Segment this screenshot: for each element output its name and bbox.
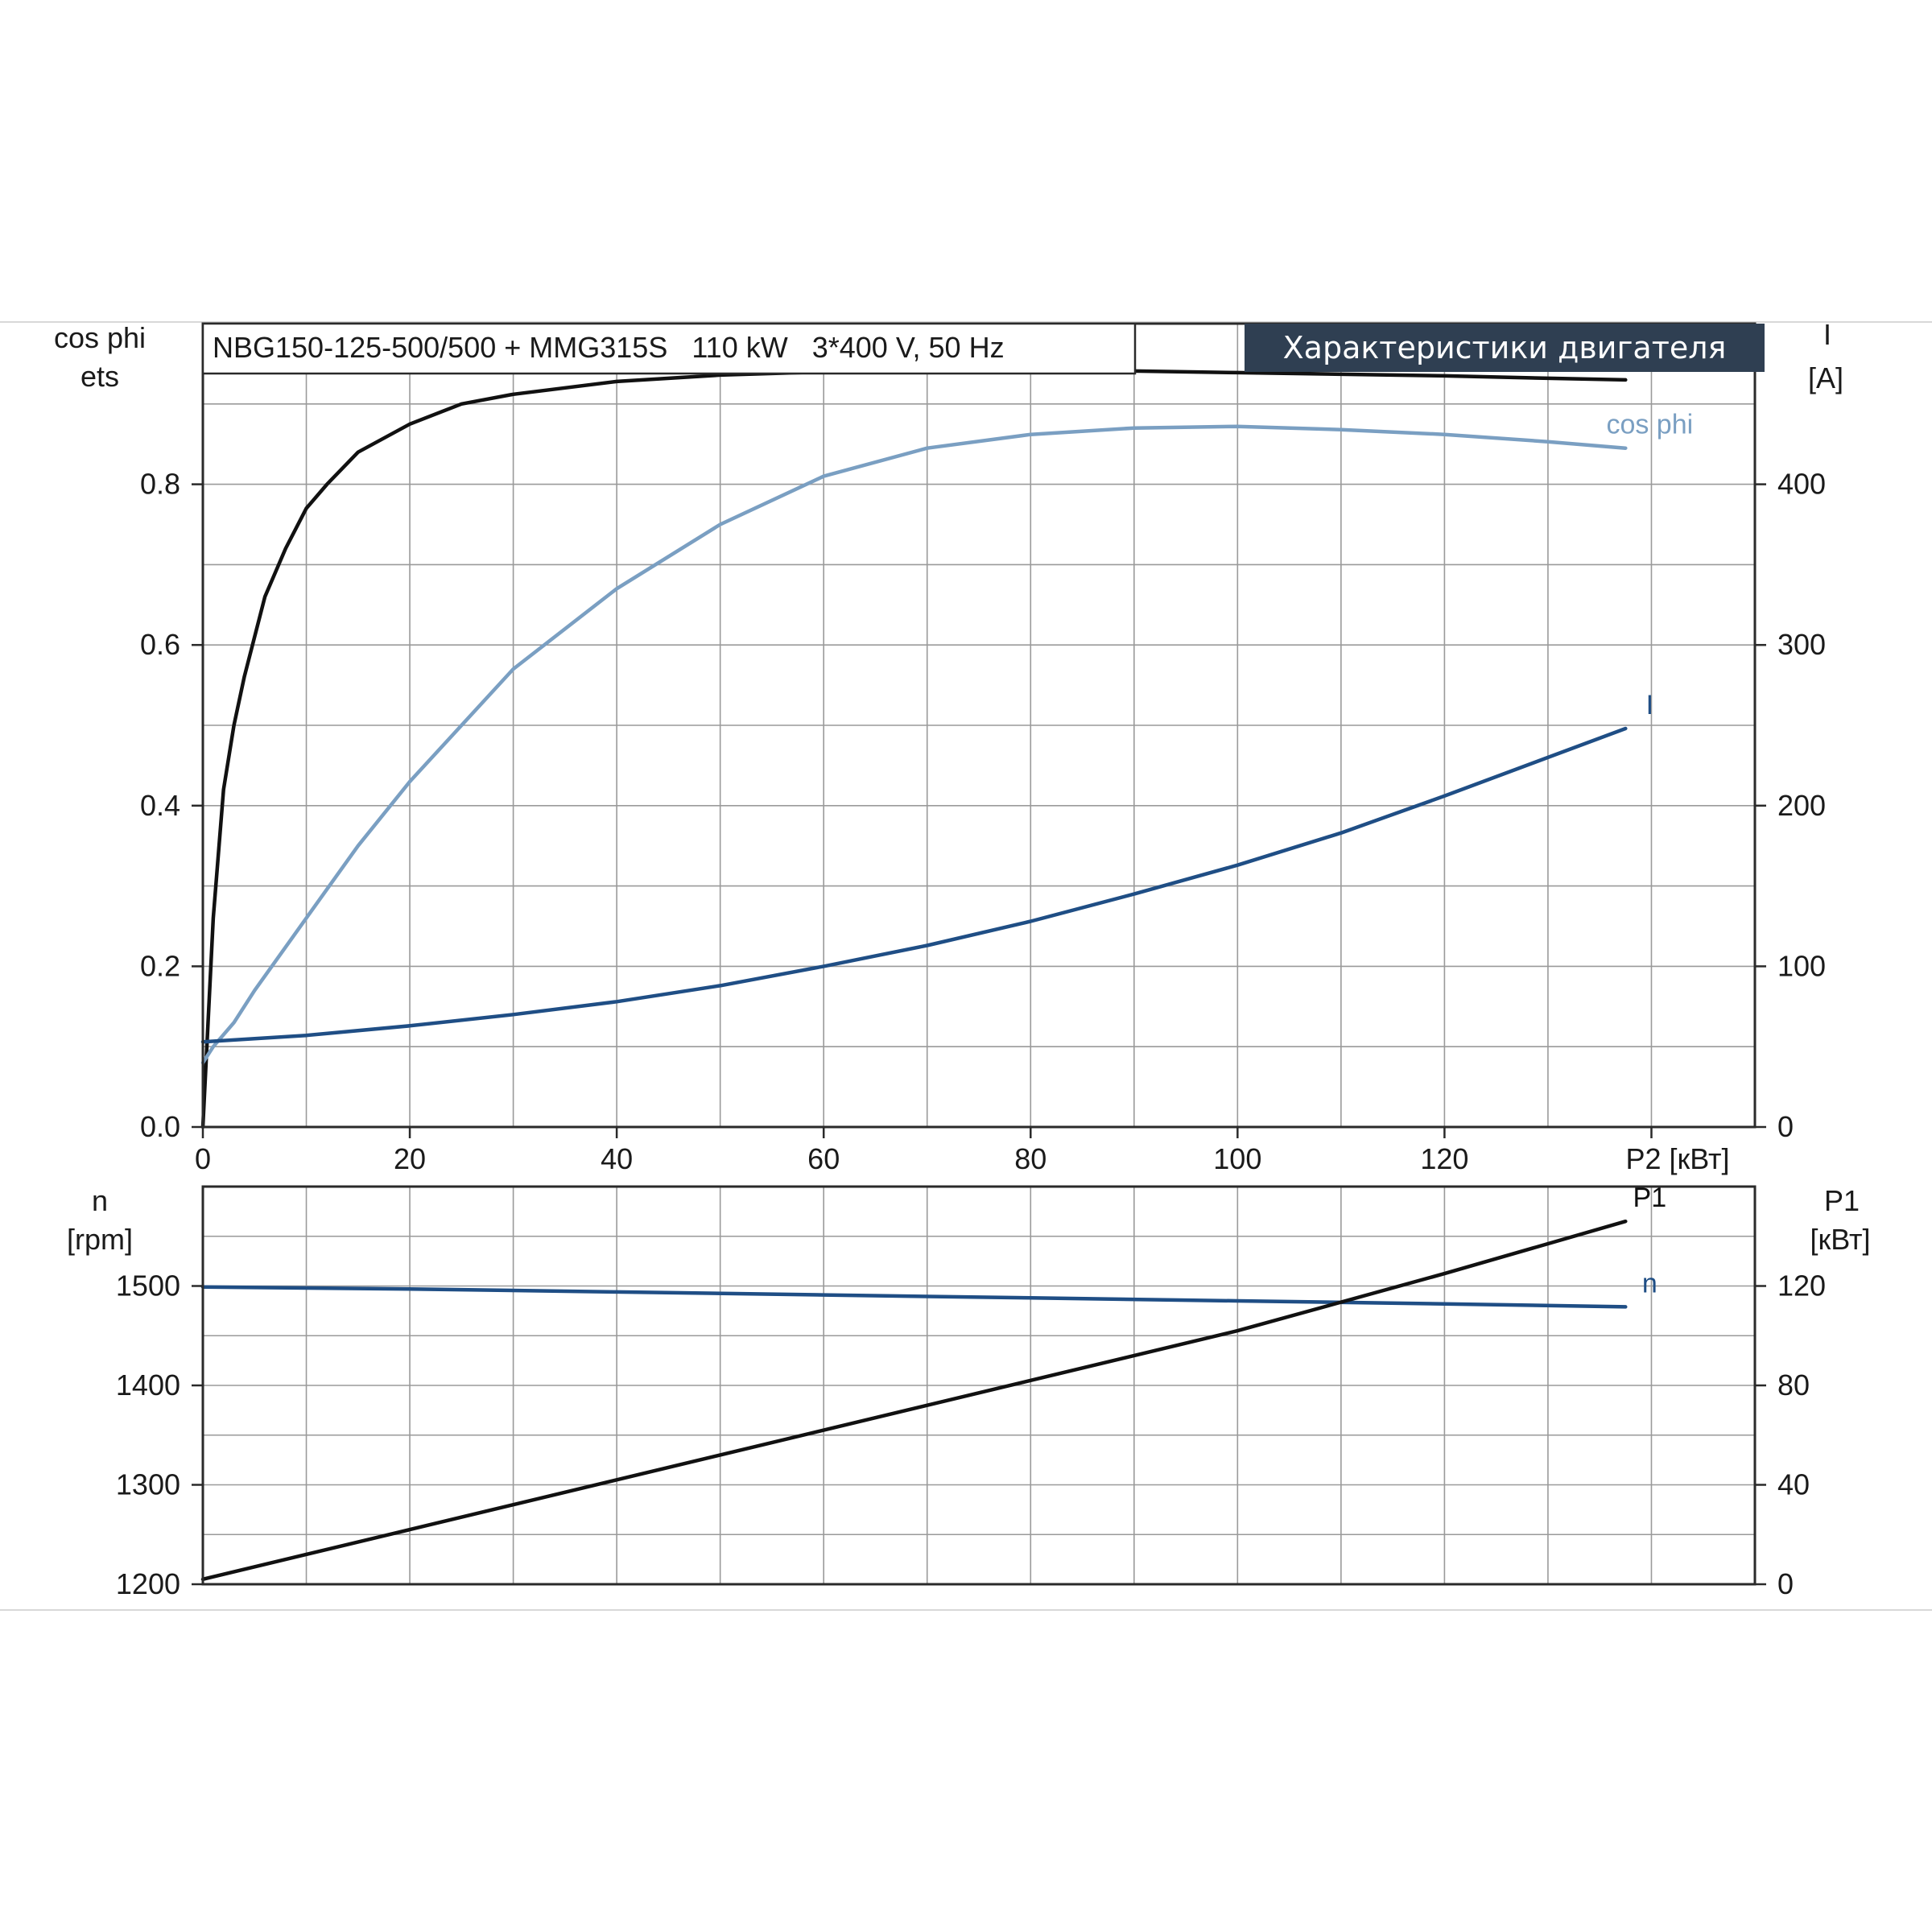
- series-line-p1: [200, 1219, 1628, 1582]
- y-tick-label: 0.0: [140, 1110, 180, 1143]
- right-axis-label-i: I: [1823, 318, 1831, 351]
- y-tick-label: 400: [1777, 468, 1826, 501]
- y-tick-label: 1200: [116, 1567, 180, 1600]
- x-tick-label: 100: [1213, 1142, 1261, 1175]
- x-tick-label: 80: [1014, 1142, 1046, 1175]
- y-tick-label: 120: [1777, 1269, 1826, 1302]
- left-axis-label-cosphi: cos phi: [54, 321, 146, 354]
- series-line-ets: [200, 368, 1628, 1129]
- y-tick-label: 200: [1777, 789, 1826, 822]
- series-label-cos-phi: cos phi: [1606, 410, 1693, 440]
- upper-right-axis-ticks: 0 100 200 300 400: [1755, 468, 1826, 1143]
- y-tick-label: 0.2: [140, 949, 180, 982]
- x-tick-label: 40: [601, 1142, 633, 1175]
- x-tick-label: 120: [1420, 1142, 1468, 1175]
- right-axis-label-p1: P1: [1824, 1184, 1860, 1217]
- y-tick-label: 80: [1777, 1368, 1810, 1402]
- y-tick-label: 1500: [116, 1269, 180, 1302]
- x-tick-label: 20: [394, 1142, 426, 1175]
- x-axis-label: P2 [кВт]: [1625, 1142, 1729, 1175]
- lower-chart-curves: n P1: [200, 1183, 1667, 1582]
- model-info-box: [201, 322, 1137, 375]
- chart-title-text: Характеристики двигателя: [1283, 330, 1727, 365]
- y-tick-label: 0: [1777, 1567, 1794, 1600]
- left-axis-label-n: n: [92, 1184, 108, 1217]
- y-tick-label: 0.8: [140, 468, 180, 501]
- y-tick-label: 0.6: [140, 628, 180, 661]
- series-line-cos-phi: [200, 424, 1628, 1065]
- series-line-i: [200, 726, 1628, 1044]
- series-label-i: I: [1646, 690, 1653, 720]
- x-tick-label: 0: [195, 1142, 211, 1175]
- chart-title-badge: [1245, 324, 1765, 372]
- y-tick-label: 0: [1777, 1110, 1794, 1143]
- series-label-p1: P1: [1633, 1183, 1667, 1213]
- y-tick-label: 300: [1777, 628, 1826, 661]
- right-axis-label-amp-unit: [A]: [1808, 361, 1843, 394]
- x-tick-label: 60: [807, 1142, 840, 1175]
- left-axis-label-rpm-unit: [rpm]: [67, 1223, 133, 1256]
- series-line-n: [200, 1285, 1628, 1309]
- lower-chart-grid: [203, 1187, 1755, 1584]
- y-tick-label: 1400: [116, 1368, 180, 1402]
- y-tick-label: 1300: [116, 1468, 180, 1501]
- upper-chart-grid: [203, 324, 1755, 1127]
- model-info-text: NBG150-125-500/500 + MMG315S 110 kW 3*40…: [213, 331, 1005, 364]
- y-tick-label: 100: [1777, 949, 1826, 982]
- lower-left-axis-ticks: 1200 1300 1400 1500: [116, 1269, 203, 1600]
- right-axis-label-kw-unit: [кВт]: [1810, 1223, 1870, 1256]
- y-tick-label: 0.4: [140, 789, 180, 822]
- lower-right-axis-ticks: 0 40 80 120: [1755, 1269, 1826, 1600]
- upper-left-axis-ticks: 0.0 0.2 0.4 0.6 0.8: [140, 468, 203, 1143]
- y-tick-label: 40: [1777, 1468, 1810, 1501]
- series-label-n: n: [1642, 1268, 1657, 1298]
- x-axis-ticks: 0 20 40 60 80 100 120: [195, 1127, 1653, 1175]
- left-axis-label-ets: ets: [80, 360, 119, 393]
